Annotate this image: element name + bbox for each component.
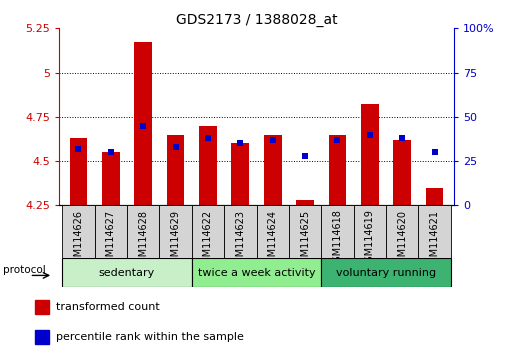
Title: GDS2173 / 1388028_at: GDS2173 / 1388028_at — [175, 13, 338, 27]
Text: GSM114622: GSM114622 — [203, 210, 213, 269]
Text: voluntary running: voluntary running — [336, 268, 436, 278]
FancyBboxPatch shape — [62, 205, 94, 258]
Point — [139, 123, 147, 129]
Point — [107, 149, 115, 155]
FancyBboxPatch shape — [321, 258, 451, 287]
Text: GSM114626: GSM114626 — [73, 210, 84, 269]
Bar — [264, 135, 282, 205]
FancyBboxPatch shape — [160, 205, 192, 258]
FancyBboxPatch shape — [419, 205, 451, 258]
Text: GSM114623: GSM114623 — [235, 210, 245, 269]
FancyBboxPatch shape — [256, 205, 289, 258]
Point — [398, 135, 406, 141]
Point — [171, 144, 180, 150]
Bar — [35, 301, 49, 314]
Text: GSM114620: GSM114620 — [397, 210, 407, 269]
Text: GSM114618: GSM114618 — [332, 210, 343, 268]
Text: GSM114625: GSM114625 — [300, 210, 310, 269]
Bar — [328, 135, 346, 205]
Point — [366, 132, 374, 137]
Bar — [35, 330, 49, 344]
FancyBboxPatch shape — [353, 205, 386, 258]
Bar — [167, 135, 185, 205]
Point — [333, 137, 342, 143]
Bar — [393, 140, 411, 205]
Text: transformed count: transformed count — [55, 302, 160, 313]
FancyBboxPatch shape — [192, 205, 224, 258]
FancyBboxPatch shape — [192, 258, 321, 287]
FancyBboxPatch shape — [386, 205, 419, 258]
Point — [430, 149, 439, 155]
FancyBboxPatch shape — [289, 205, 321, 258]
Text: GSM114628: GSM114628 — [138, 210, 148, 269]
Bar — [102, 152, 120, 205]
Point — [236, 141, 244, 146]
Text: twice a week activity: twice a week activity — [198, 268, 315, 278]
Text: GSM114627: GSM114627 — [106, 210, 116, 269]
Bar — [361, 104, 379, 205]
Bar — [199, 126, 217, 205]
FancyBboxPatch shape — [62, 258, 192, 287]
Text: sedentary: sedentary — [99, 268, 155, 278]
Text: GSM114629: GSM114629 — [170, 210, 181, 269]
Text: percentile rank within the sample: percentile rank within the sample — [55, 332, 244, 342]
Text: GSM114624: GSM114624 — [268, 210, 278, 269]
FancyBboxPatch shape — [321, 205, 353, 258]
Bar — [70, 138, 87, 205]
Bar — [134, 42, 152, 205]
FancyBboxPatch shape — [94, 205, 127, 258]
Bar — [231, 143, 249, 205]
FancyBboxPatch shape — [127, 205, 160, 258]
Point — [301, 153, 309, 159]
Point — [204, 135, 212, 141]
Point — [269, 137, 277, 143]
Point — [74, 146, 83, 152]
Bar — [296, 200, 314, 205]
Text: GSM114619: GSM114619 — [365, 210, 375, 268]
Text: protocol: protocol — [3, 265, 46, 275]
Bar — [426, 188, 443, 205]
Text: GSM114621: GSM114621 — [429, 210, 440, 269]
FancyBboxPatch shape — [224, 205, 256, 258]
